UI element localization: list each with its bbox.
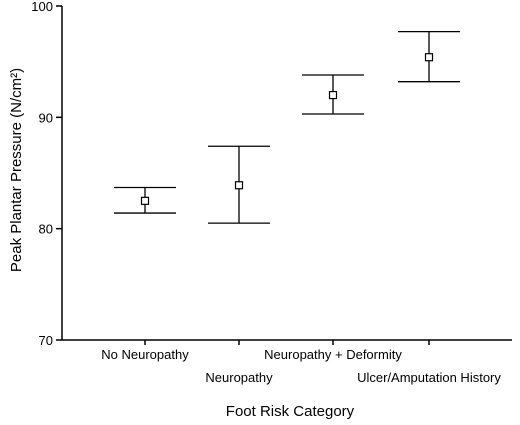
y-tick-label: 70 — [39, 333, 53, 348]
y-tick-label: 100 — [31, 0, 53, 14]
data-marks — [114, 30, 460, 224]
x-category-label: Neuropathy — [205, 370, 273, 385]
x-category-label: Neuropathy + Deformity — [264, 347, 402, 362]
axes: 70 80 90 100 No Neuropathy Neuropathy Neuropat… — [31, 0, 512, 385]
mean-point — [424, 53, 434, 62]
mean-point — [140, 196, 150, 205]
y-tick-label: 80 — [39, 222, 53, 237]
y-tick-label: 90 — [39, 110, 53, 125]
mean-point — [234, 181, 244, 190]
mean-point — [328, 90, 338, 100]
x-category-label: Ulcer/Amputation History — [357, 370, 501, 385]
x-category-label: No Neuropathy — [101, 347, 189, 362]
y-axis-title: Peak Plantar Pressure (N/cm²) — [8, 68, 25, 272]
x-axis-title: Foot Risk Category — [226, 403, 355, 420]
